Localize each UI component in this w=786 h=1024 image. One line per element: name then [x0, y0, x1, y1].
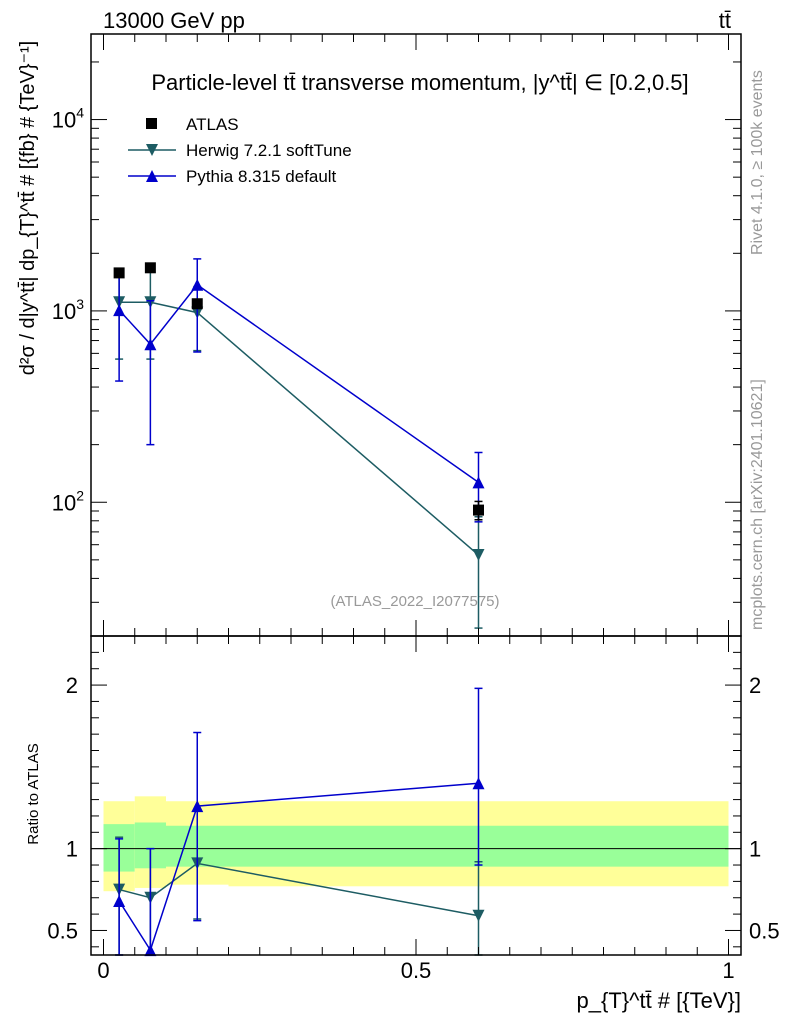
chart-title: Particle-level tt̄ transverse momentum, … [151, 70, 688, 95]
main-pythia-point [191, 278, 204, 291]
chart-marks: 102 103 104 0 0.5 1 0.5 0.5 1 1 2 2 [47, 34, 780, 983]
analysis-watermark: (ATLAS_2022_I2077575) [330, 593, 499, 610]
ratio-panel-frame [90, 635, 742, 956]
ratio-pythia-point [191, 800, 204, 813]
energy-label: 13000 GeV pp [103, 8, 245, 33]
main-herwig-point [472, 549, 485, 562]
ratio-y-tick-label-right: 2 [749, 673, 761, 698]
x-axis-title: p_{T}^tt̄ # [{TeV}] [577, 988, 741, 1013]
main-pythia-point [113, 304, 126, 317]
main-y-tick-label: 102 [52, 487, 84, 515]
ratio-y-tick-label-right: 1 [749, 837, 761, 862]
x-tick-label: 0 [97, 958, 109, 983]
legend-atlas-label: ATLAS [186, 115, 239, 134]
main-atlas-point [144, 262, 156, 274]
main-pythia-line [118, 283, 479, 484]
legend-pythia-marker [146, 170, 158, 182]
ratio-pythia-point [472, 777, 485, 790]
ratio-pythia-point [113, 895, 126, 908]
legend-pythia-label: Pythia 8.315 default [186, 167, 337, 186]
main-pythia-point [144, 338, 157, 351]
main-atlas-point [473, 504, 484, 516]
rivet-label: Rivet 4.1.0, ≥ 100k events [749, 70, 766, 255]
legend-atlas-marker [146, 118, 157, 129]
legend-herwig-marker [146, 144, 158, 156]
main-y-axis-title: d²σ / d|y^tt̄| dp_{T}^tt̄ # [{fb} # {TeV… [17, 41, 39, 375]
x-tick-label: 1 [722, 958, 734, 983]
ratio-y-tick-label: 2 [66, 673, 78, 698]
ratio-herwig-point [472, 909, 485, 922]
ratio-y-axis-title: Ratio to ATLAS [25, 743, 42, 844]
ratio-y-tick-label: 0.5 [47, 918, 78, 943]
ratio-herwig-line [118, 862, 479, 917]
legend: ATLAS Herwig 7.2.1 softTune Pythia 8.315… [128, 115, 352, 186]
x-tick-label: 0.5 [401, 958, 432, 983]
main-y-tick-label: 103 [52, 296, 84, 324]
ratio-y-tick-label: 1 [66, 837, 78, 862]
main-atlas-point [191, 298, 203, 310]
legend-herwig-label: Herwig 7.2.1 softTune [186, 141, 352, 160]
main-herwig-line [119, 301, 479, 556]
ratio-pythia-point [144, 944, 157, 957]
main-y-tick-label: 104 [52, 105, 84, 133]
ratio-pythia-line [118, 782, 479, 952]
main-pythia-point [472, 476, 485, 489]
ratio-y-tick-label-right: 0.5 [749, 918, 780, 943]
main-atlas-point [113, 267, 125, 279]
source-label: mcplots.cern.ch [arXiv:2401.10621] [749, 379, 766, 630]
process-label: tt̄ [719, 8, 731, 33]
